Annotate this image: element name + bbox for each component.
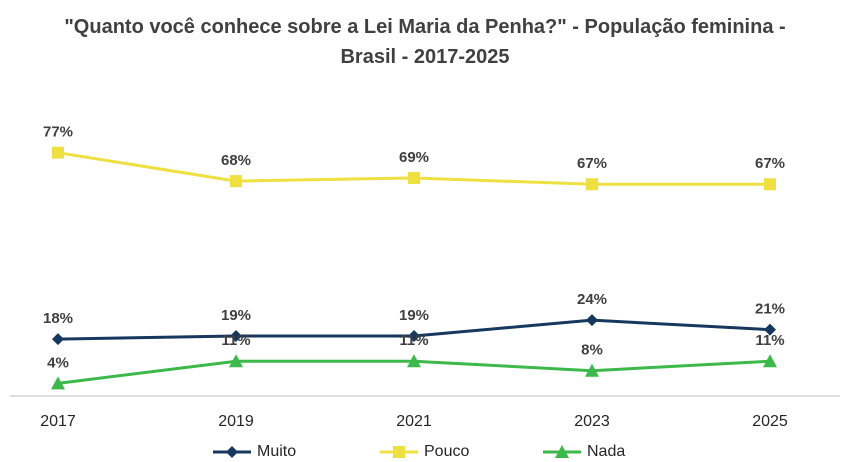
data-label: 8% <box>581 342 603 359</box>
x-tick-label: 2017 <box>40 413 76 430</box>
marker <box>585 363 599 377</box>
marker <box>586 178 598 191</box>
marker <box>52 333 64 346</box>
legend-label: Muito <box>257 443 296 460</box>
data-label: 24% <box>577 291 607 308</box>
legend-label: Pouco <box>424 443 469 460</box>
x-tick-label: 2021 <box>396 413 432 430</box>
x-tick-label: 2019 <box>218 413 254 430</box>
marker <box>393 446 405 458</box>
data-label: 11% <box>221 332 250 349</box>
data-label: 77% <box>43 124 73 141</box>
data-label: 21% <box>755 301 785 318</box>
marker <box>407 354 421 368</box>
marker <box>764 178 776 191</box>
marker <box>764 323 776 336</box>
x-tick-label: 2025 <box>752 413 788 430</box>
marker <box>52 146 64 159</box>
chart-title: "Quanto você conhece sobre a Lei Maria d… <box>64 16 786 68</box>
data-label: 68% <box>221 152 251 169</box>
marker <box>51 376 65 390</box>
marker <box>408 329 420 342</box>
marker <box>408 171 420 184</box>
marker <box>555 445 569 458</box>
x-tick-label: 2023 <box>574 413 610 430</box>
data-label: 18% <box>43 310 73 327</box>
marker <box>226 446 238 458</box>
marker <box>229 354 243 368</box>
marker <box>230 329 242 342</box>
marker <box>586 314 598 327</box>
data-label: 67% <box>755 155 785 172</box>
data-label: 19% <box>221 307 251 324</box>
marker <box>230 175 242 188</box>
legend-label: Nada <box>587 443 625 460</box>
data-label: 11% <box>399 332 428 349</box>
data-label: 11% <box>755 332 784 349</box>
data-label: 4% <box>47 354 69 371</box>
marker <box>763 354 777 368</box>
data-label: 69% <box>399 149 429 166</box>
data-label: 19% <box>399 307 429 324</box>
data-label: 67% <box>577 155 607 172</box>
